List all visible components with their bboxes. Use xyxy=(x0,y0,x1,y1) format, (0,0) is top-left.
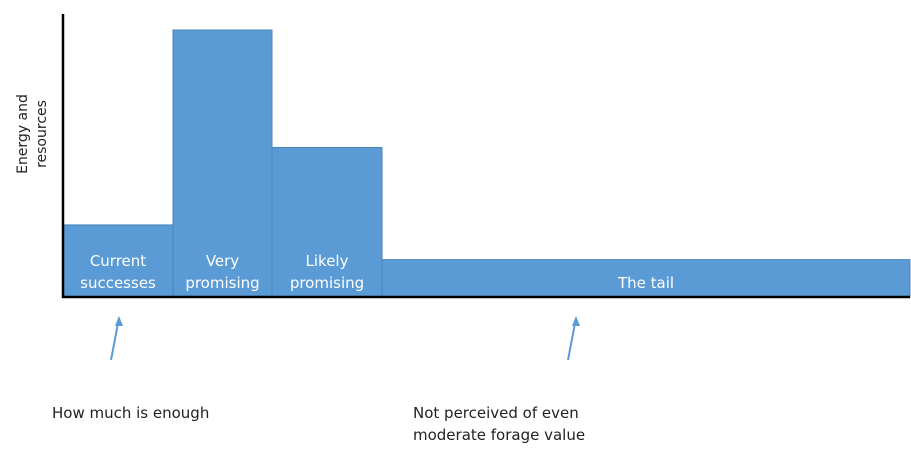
bar-label: promising xyxy=(185,274,259,292)
bar-current-successes xyxy=(62,224,174,298)
annotation-arrowhead xyxy=(572,316,580,326)
y-axis-label-line: Energy and xyxy=(15,94,31,174)
bar-label: Current xyxy=(90,252,146,270)
axes-layer: Energy and resources xyxy=(15,14,910,299)
annotation-line: Not perceived of even xyxy=(413,404,579,422)
y-axis-label: Energy and resources xyxy=(15,94,50,174)
bar-labels-layer: Current successes Very promising Likely promi… xyxy=(80,252,674,292)
y-axis-label-line: resources xyxy=(34,100,50,168)
bar-label: successes xyxy=(80,274,156,292)
bar-label: promising xyxy=(290,274,364,292)
bar-label: Likely xyxy=(306,252,349,270)
bar-likely-promising xyxy=(271,146,383,298)
annotation-arrows-layer xyxy=(110,316,580,361)
annotation-not-perceived: Not perceived of even moderate forage va… xyxy=(413,402,585,446)
bar-the-tail xyxy=(381,259,911,298)
annotation-line: moderate forage value xyxy=(413,426,586,444)
annotation-how-much-is-enough: How much is enough xyxy=(52,402,209,424)
annotation-arrowhead xyxy=(115,316,123,326)
bar-label: The tail xyxy=(617,274,674,292)
bars-layer xyxy=(62,29,911,298)
annotation-line: How much is enough xyxy=(52,404,210,422)
bar-label: Very xyxy=(206,252,239,270)
bar-very-promising xyxy=(172,29,273,298)
